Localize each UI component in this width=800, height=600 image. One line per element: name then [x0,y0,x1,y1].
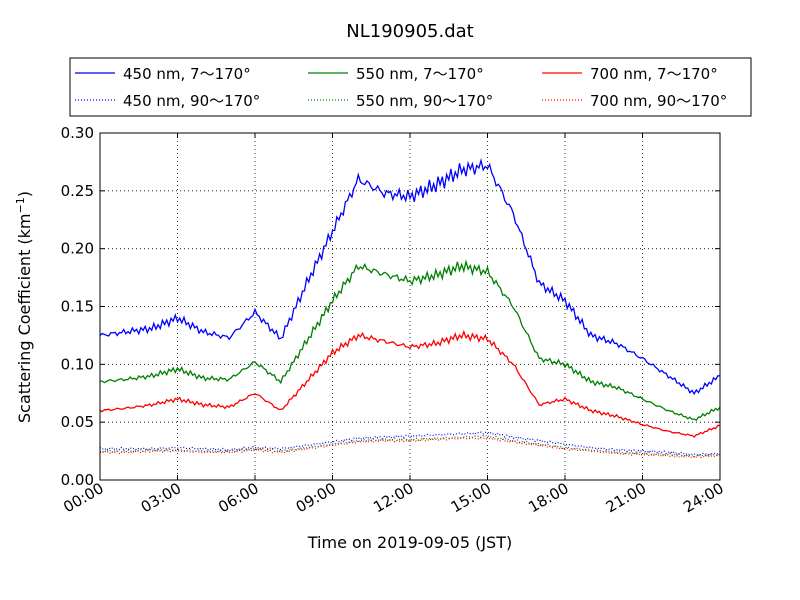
legend-label: 550 nm, 7～170° [356,65,484,83]
x-tick-label: 21:00 [603,479,649,516]
series-layer [99,158,721,459]
series-line [100,259,721,422]
x-tick-label: 24:00 [680,479,726,516]
y-tick-label: 0.10 [61,355,94,373]
legend-label: 450 nm, 90～170° [123,92,260,110]
x-axis-label: Time on 2019-09-05 (JST) [307,533,512,552]
y-tick-label: 0.05 [61,413,94,431]
x-tick-label: 15:00 [448,479,494,516]
series-line [99,329,721,438]
y-axis-label-close: ) [15,191,34,197]
legend-frame [69,57,752,117]
chart-title: NL190905.dat [346,21,473,42]
x-tick-label: 03:00 [138,479,184,516]
x-tick-label: 09:00 [293,479,339,516]
y-tick-label: 0.25 [61,182,94,200]
series-line [99,434,720,458]
y-axis-label-main: Scattering Coefficient (km [15,213,34,423]
legend: 450 nm, 7～170° 450 nm, 90～170° 550 nm, 7～1… [69,57,752,117]
legend-label: 550 nm, 90～170° [356,92,493,110]
grid [100,133,720,480]
legend-label: 700 nm, 7～170° [590,65,718,83]
y-axis-label: Scattering Coefficient (km−1) [14,191,35,423]
series-line [99,430,721,456]
series-line [99,437,720,459]
y-tick-label: 0.20 [61,240,94,258]
legend-label: 450 nm, 7～170° [123,65,251,83]
y-tick-label: 0.00 [61,471,94,489]
legend-label: 700 nm, 90～170° [590,92,727,110]
series-line [99,158,721,396]
x-tick-label: 18:00 [525,479,571,516]
ticks: 00:00 03:00 06:00 09:00 12:00 15:00 18:00 21:00… [60,124,726,516]
x-tick-label: 06:00 [215,479,261,516]
y-tick-label: 0.30 [61,124,94,142]
y-tick-label: 0.15 [61,298,94,316]
y-axis-label-exponent: −1 [14,197,27,213]
x-tick-label: 12:00 [370,479,416,516]
